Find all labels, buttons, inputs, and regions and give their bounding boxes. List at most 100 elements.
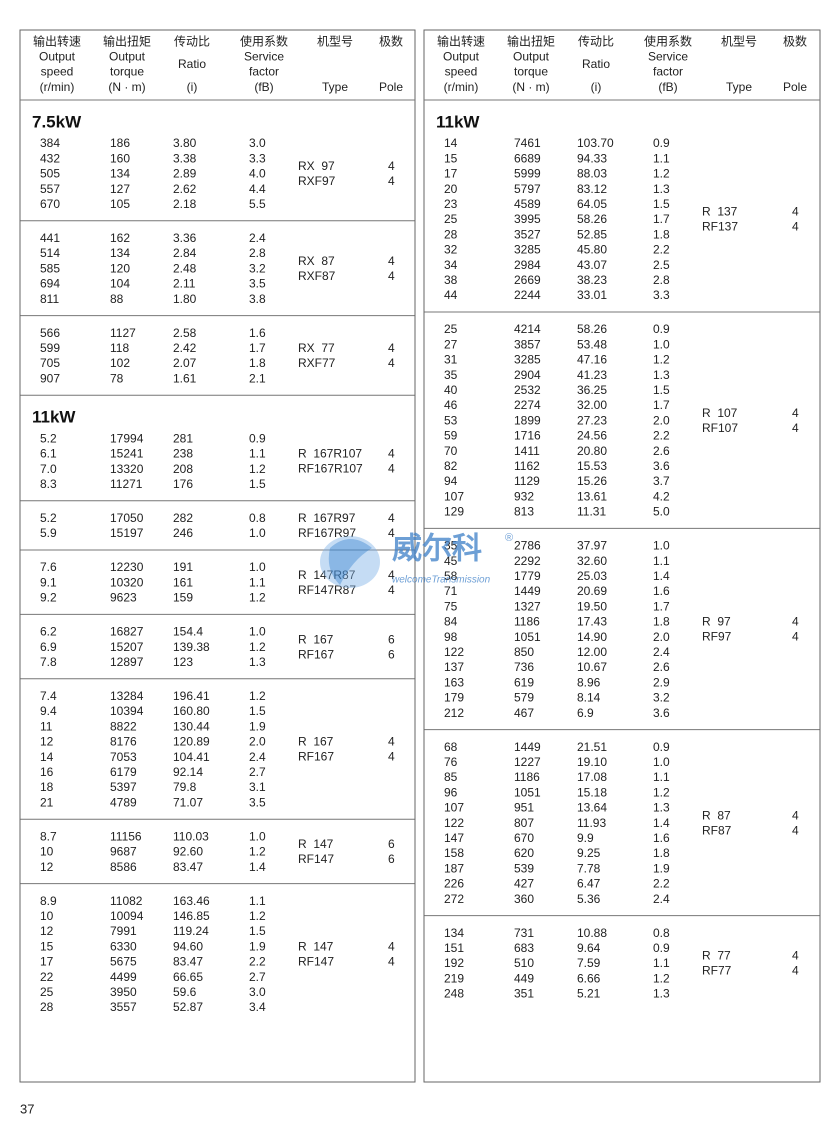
type-cell: RF167 [298, 647, 334, 661]
cell: 619 [514, 675, 534, 689]
cell: 3.6 [653, 706, 670, 720]
left-panel-border [19, 29, 416, 1083]
column-header-en: factor [249, 65, 279, 79]
cell: 2.2 [653, 877, 670, 891]
column-header-zh: 机型号 [317, 35, 353, 49]
cell: 1.2 [249, 462, 266, 476]
column-header-en: Ratio [582, 57, 610, 71]
column-header-en: Type [322, 80, 348, 94]
cell: 1.0 [653, 337, 670, 351]
cell: 43.07 [577, 258, 607, 272]
cell: 282 [173, 511, 193, 525]
cell: 137 [444, 660, 464, 674]
cell: 102 [110, 356, 130, 370]
cell: 14 [444, 136, 458, 150]
cell: 154.4 [173, 625, 203, 639]
cell: 2.7 [249, 765, 266, 779]
cell: 163 [444, 675, 464, 689]
cell: 3.4 [249, 1000, 266, 1014]
cell: 5999 [514, 167, 541, 181]
cell: 2.4 [249, 750, 266, 764]
cell: 36.25 [577, 383, 607, 397]
cell: 1.1 [653, 956, 670, 970]
cell: 53.48 [577, 337, 607, 351]
cell: 33.01 [577, 288, 607, 302]
cell: 82 [444, 459, 458, 473]
cell: 1.1 [653, 151, 670, 165]
cell: 4789 [110, 795, 137, 809]
cell: 281 [173, 431, 193, 445]
cell: 1327 [514, 599, 541, 613]
column-header-en: Type [726, 80, 752, 94]
cell: 1.4 [653, 816, 670, 830]
cell: 2.42 [173, 341, 197, 355]
cell: 3.5 [249, 277, 266, 291]
column-header-en: Service [244, 50, 284, 64]
cell: 3527 [514, 227, 541, 241]
cell: 20 [444, 182, 458, 196]
column-header-en: speed [445, 65, 478, 79]
cell: 196.41 [173, 689, 210, 703]
cell: 16 [40, 765, 54, 779]
cell: 6.1 [40, 447, 57, 461]
cell: 92.14 [173, 765, 203, 779]
cell: 47.16 [577, 353, 607, 367]
cell: 52.87 [173, 1000, 203, 1014]
cell: 34 [444, 258, 458, 272]
pole-cell: 4 [792, 949, 799, 963]
cell: 246 [173, 526, 193, 540]
cell: 2.4 [653, 645, 670, 659]
cell: 9.1 [40, 575, 57, 589]
type-cell: RXF77 [298, 356, 336, 370]
type-cell: RF167R97 [298, 526, 356, 540]
cell: 1051 [514, 630, 541, 644]
cell: 45.80 [577, 243, 607, 257]
cell: 4214 [514, 322, 541, 336]
cell: 510 [514, 956, 534, 970]
cell: 1.80 [173, 292, 197, 306]
cell: 585 [40, 261, 60, 275]
cell: 17.08 [577, 770, 607, 784]
cell: 12897 [110, 655, 144, 669]
watermark-brand: 威尔科 [392, 532, 482, 567]
cell: 2.2 [653, 243, 670, 257]
cell: 120.89 [173, 735, 210, 749]
cell: 1.4 [249, 860, 266, 874]
cell: 103.70 [577, 136, 614, 150]
cell: 1.0 [653, 539, 670, 553]
pole-cell: 6 [388, 632, 395, 646]
column-header-en: factor [653, 65, 683, 79]
cell: 3.3 [653, 288, 670, 302]
column-header-en: Ratio [178, 57, 206, 71]
column-header-zh: 极数 [783, 34, 807, 49]
cell: 13284 [110, 689, 144, 703]
cell: 6.9 [577, 706, 594, 720]
cell: 1.0 [249, 526, 266, 540]
cell: 16827 [110, 625, 144, 639]
cell: 31 [444, 353, 458, 367]
cell: 1.2 [249, 640, 266, 654]
pole-cell: 4 [388, 159, 395, 173]
cell: 1.1 [249, 894, 266, 908]
cell: 1.1 [653, 554, 670, 568]
cell: 19.50 [577, 599, 607, 613]
type-cell: RX 97 [298, 159, 335, 173]
cell: 11.31 [577, 505, 606, 519]
cell: 192 [444, 956, 464, 970]
cell: 187 [444, 861, 464, 875]
watermark-sub: welcomeTransmission [392, 575, 491, 586]
cell: 5397 [110, 780, 137, 794]
cell: 10394 [110, 704, 144, 718]
cell: 22 [40, 970, 54, 984]
cell: 176 [173, 477, 193, 491]
cell: 35 [444, 539, 458, 553]
column-header-en: (i) [187, 80, 198, 94]
type-cell: RXF97 [298, 174, 336, 188]
power-heading: 7.5kW [32, 112, 82, 131]
cell: 24.56 [577, 429, 607, 443]
cell: 3857 [514, 337, 541, 351]
cell: 3.36 [173, 231, 197, 245]
cell: 21.51 [577, 740, 607, 754]
cell: 1.0 [249, 829, 266, 843]
